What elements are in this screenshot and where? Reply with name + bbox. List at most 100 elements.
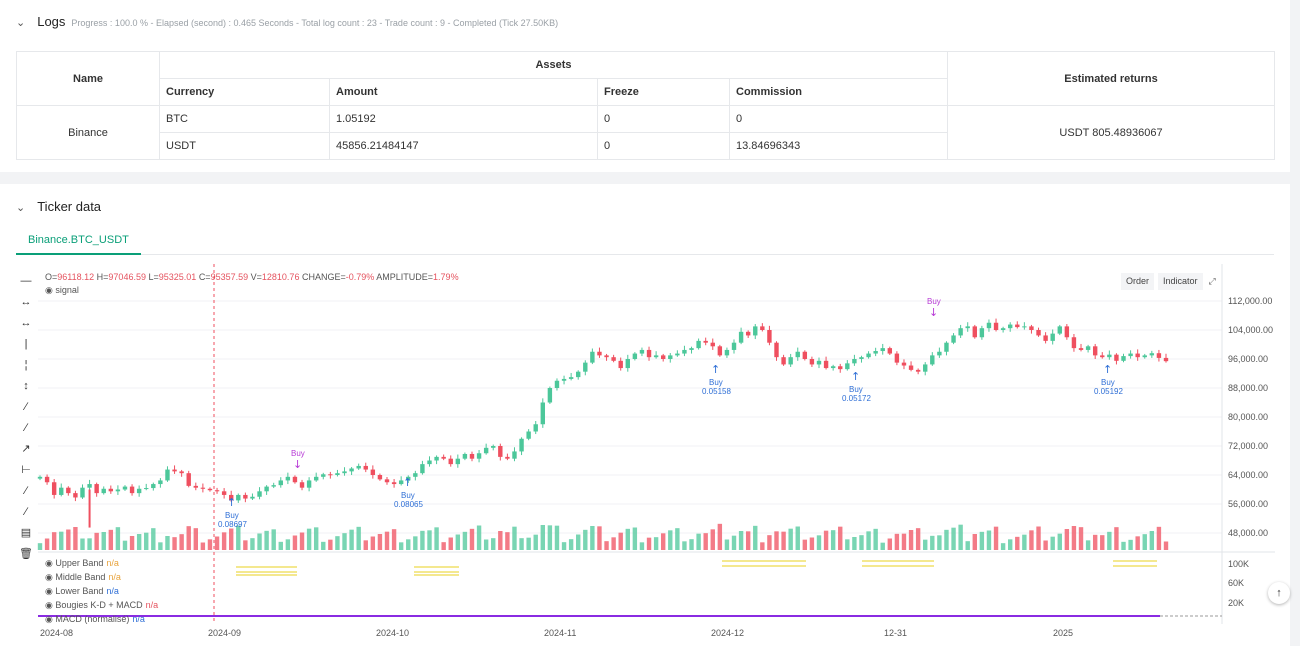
l-value: 95325.01 (158, 272, 197, 282)
price-chart[interactable]: 112,000.00 104,000.00 96,000.00 88,000.00 80… (0, 184, 1290, 646)
eye-icon[interactable]: ◉ (45, 586, 53, 596)
indicator-legend-kd-macd[interactable]: ◉ Bougies K-D + MACD n/a (45, 600, 158, 611)
estimated-returns: USDT 805.48936067 (947, 105, 1275, 160)
scroll-top-button[interactable]: ↑ (1268, 582, 1290, 604)
candle-body (1121, 356, 1126, 361)
v-label: V= (250, 272, 262, 282)
price-tick-label: 88,000.00 (1228, 383, 1268, 393)
volume-bar (207, 539, 213, 550)
horizontal-ray-icon[interactable]: ↔ (20, 295, 32, 308)
ruler-icon[interactable]: ▤ (20, 527, 32, 539)
candle-body (491, 446, 496, 448)
indicator-button[interactable]: Indicator (1158, 273, 1203, 290)
candle-body (512, 451, 517, 459)
candle-body (540, 402, 546, 425)
logs-header[interactable]: ⌄ Logs Progress : 100.0 % - Elapsed (sec… (16, 14, 558, 29)
candle-body (356, 465, 361, 469)
volume-bar (469, 528, 475, 550)
candle-body (923, 364, 928, 372)
signal-legend[interactable]: ◉ signal (45, 285, 79, 296)
candle-body (335, 473, 340, 475)
candle-body (745, 331, 751, 336)
volume-bar (165, 536, 170, 550)
tab-binance-btc-usdt[interactable]: Binance.BTC_USDT (16, 225, 141, 255)
volume-bar (1036, 526, 1041, 550)
fib-icon[interactable]: ∕ (25, 505, 27, 518)
candle-body (236, 494, 241, 501)
candle-body (887, 348, 893, 354)
candle-body (852, 359, 857, 364)
candle-body (958, 328, 963, 336)
candle-body (44, 476, 50, 483)
eye-icon[interactable]: ◉ (45, 614, 53, 624)
volume-bar (958, 524, 963, 550)
header-assets: Assets (159, 51, 948, 79)
trash-icon[interactable]: 🗑 (19, 548, 33, 560)
candle-body (519, 438, 524, 452)
vertical-line-icon[interactable]: | (24, 337, 28, 350)
price-tick-label: 104,000.00 (1228, 325, 1273, 335)
volume-bar (1008, 539, 1013, 550)
candle-body (229, 494, 234, 501)
arrow-line-icon[interactable]: ↗ (21, 443, 31, 455)
extended-line-icon[interactable]: ↔ (20, 316, 32, 329)
candle-body (172, 469, 177, 472)
volume-bar (646, 537, 652, 550)
candle-body (37, 476, 43, 479)
ticker-title: Ticker data (37, 199, 102, 214)
chevron-down-icon[interactable]: ⌄ (16, 17, 26, 29)
candle-body (476, 453, 482, 459)
vertical-arrow-icon[interactable]: ↕ (23, 379, 29, 392)
trend-line-icon[interactable]: ∕ (25, 400, 27, 413)
volume-bar (236, 525, 241, 550)
fullscreen-icon[interactable]: ⤢ (1208, 276, 1216, 286)
order-button[interactable]: Order (1121, 273, 1155, 290)
volume-bar (1057, 533, 1062, 550)
indicator-legend-middle[interactable]: ◉ Middle Band n/a (45, 572, 121, 583)
price-range-icon[interactable]: ⊢ (21, 464, 31, 476)
candle-body (264, 486, 269, 492)
indicator-legend-macd[interactable]: ◉ MACD (normalisé) n/a (45, 614, 145, 625)
candle-body (894, 353, 900, 363)
candle-body (271, 485, 276, 487)
volume-bar (59, 531, 64, 550)
candle-body (583, 362, 588, 372)
volume-bar (363, 540, 368, 550)
ticker-header[interactable]: ⌄ Ticker data (16, 199, 101, 214)
volume-bar (44, 538, 50, 550)
signal-label: signal (55, 285, 79, 295)
eye-icon[interactable]: ◉ (45, 572, 53, 582)
volume-bar (597, 526, 602, 550)
candle-body (561, 378, 567, 381)
candle-body (1156, 353, 1162, 358)
eye-icon[interactable]: ◉ (45, 285, 53, 295)
volume-bar (427, 530, 432, 550)
candle-body (441, 456, 446, 459)
indicator-value: n/a (145, 600, 159, 610)
h-label: H= (96, 272, 109, 282)
ray-line-icon[interactable]: ∕ (25, 421, 27, 434)
volume-bar (753, 525, 758, 550)
eye-icon[interactable]: ◉ (45, 600, 53, 610)
chevron-down-icon[interactable]: ⌄ (16, 202, 26, 214)
volume-bar (915, 528, 921, 550)
parallel-channel-icon[interactable]: ∕ (25, 484, 27, 497)
candle-body (823, 360, 829, 369)
volume-bar (1142, 534, 1147, 550)
candle-body (420, 464, 425, 474)
ohlc-readout: O=96118.12 H=97046.59 L=95325.01 C=95357… (45, 272, 459, 282)
cell-amount: 45856.21484147 (329, 132, 598, 160)
volume-bar (420, 530, 425, 550)
indicator-legend-lower[interactable]: ◉ Lower Band n/a (45, 586, 119, 597)
candle-body (1064, 326, 1070, 338)
eye-icon[interactable]: ◉ (45, 558, 53, 568)
change-label: CHANGE= (301, 272, 346, 282)
indicator-legend-upper[interactable]: ◉ Upper Band n/a (45, 558, 119, 569)
volume-bar (774, 531, 779, 550)
horizontal-line-icon[interactable]: — (20, 274, 32, 287)
volume-bar (434, 527, 439, 550)
candle-body (838, 366, 843, 370)
volume-bar (1000, 543, 1006, 550)
vertical-segment-icon[interactable]: ¦ (24, 358, 28, 371)
candle-body (193, 485, 198, 488)
